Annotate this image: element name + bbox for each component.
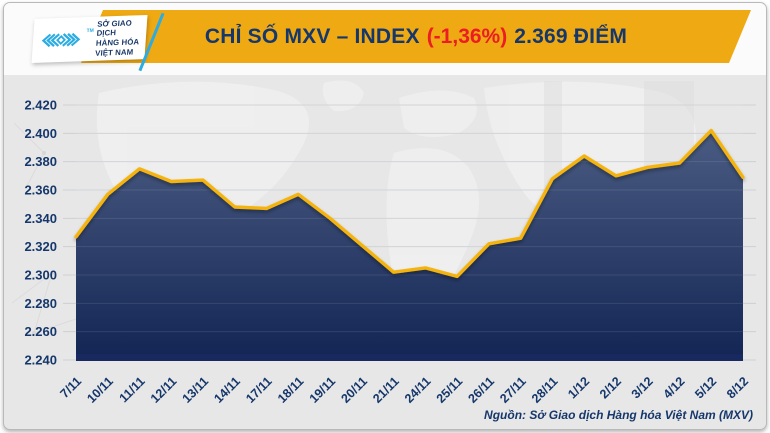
x-tick-label: 1/12 [565,374,592,401]
source-attribution: Nguồn: Sở Giao dịch Hàng hóa Việt Nam (M… [484,408,753,422]
mxv-logo-icon [41,32,81,48]
title-banner: CHỈ SỐ MXV – INDEX (-1,36%) 2.369 ĐIỂM [81,10,751,63]
x-tick-label: 20/11 [338,374,370,406]
x-tick-label: 5/12 [692,374,719,401]
x-tick-label: 12/11 [148,374,180,406]
x-tick-label: 18/11 [275,374,307,406]
mxv-index-chart: 2.240 2.260 2.280 2.300 2.320 2.340 2.360 2.380… [11,80,756,406]
y-tick-label: 2.240 [24,353,57,368]
x-tick-label: 26/11 [465,374,497,406]
x-tick-label: 2/12 [597,374,624,401]
y-tick-label: 2.340 [24,211,57,226]
y-tick-label: 2.360 [24,183,57,198]
chart-title-prefix: CHỈ SỐ MXV – INDEX [204,24,420,48]
y-tick-label: 2.380 [24,154,57,169]
x-tick-label: 8/12 [724,374,751,401]
x-tick-label: 27/11 [497,374,529,406]
y-tick-label: 2.300 [24,268,57,283]
x-tick-label: 4/12 [660,374,687,401]
axis-baseline [76,354,743,361]
x-tick-label: 24/11 [402,374,434,406]
y-tick-label: 2.400 [24,126,57,141]
x-tick-label: 10/11 [84,374,116,406]
logo-line-2: HÀNG HÓA [95,37,140,48]
index-line [74,128,745,279]
constellation-decor [11,122,80,335]
mxv-index-infographic: 2.240 2.260 2.280 2.300 2.320 2.340 2.360 2.380… [3,2,767,430]
y-tick-label: 2.420 [24,98,57,113]
x-tick-label: 25/11 [434,374,466,406]
chart-title-value: 2.369 ĐIỂM [514,24,628,48]
x-tick-label: 21/11 [370,374,402,406]
chart-title-change: (-1,36%) [426,24,508,48]
logo-line-1: SỞ GIAO DỊCH [96,18,133,39]
logo-line-3: VIỆT NAM [94,47,134,58]
trademark-mark: TM [86,27,95,35]
x-tick-label: 28/11 [529,374,561,406]
x-tick-label: 3/12 [629,374,656,401]
x-tick-label: 19/11 [307,374,339,406]
y-tick-label: 2.320 [24,239,57,254]
x-tick-label: 11/11 [117,374,148,405]
mxv-logo: TM SỞ GIAO DỊCH HÀNG HÓA VIỆT NAM [31,14,148,64]
y-tick-label: 2.260 [24,324,57,339]
logo-org-name: SỞ GIAO DỊCH HÀNG HÓA VIỆT NAM [95,18,143,59]
x-tick-label: 17/11 [243,374,275,406]
x-tick-label: 14/11 [211,374,243,406]
y-tick-label: 2.280 [24,296,57,311]
x-tick-label: 13/11 [180,374,212,406]
index-area [76,130,743,360]
x-tick-label: 7/11 [58,374,85,401]
